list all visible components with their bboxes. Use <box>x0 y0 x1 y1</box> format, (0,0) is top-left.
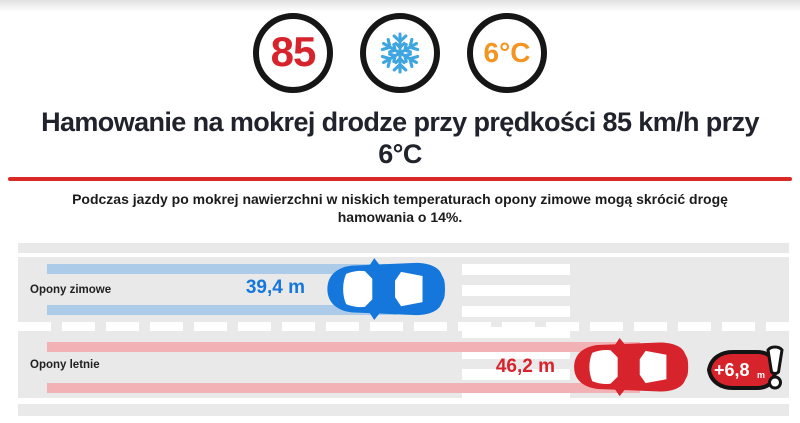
temperature-value: 6°C <box>483 37 531 68</box>
condition-badges: 85 6°C <box>0 13 800 93</box>
difference-value: +6,8 <box>714 360 750 380</box>
road-shoulder-top <box>18 243 789 253</box>
braking-distance-diagram: Opony zimowe Opony letnie 39,4 m 46,2 m <box>18 243 789 416</box>
exclamation-icon <box>766 345 784 390</box>
speed-limit-badge: 85 <box>253 13 333 93</box>
road-surface: Opony zimowe Opony letnie 39,4 m 46,2 m <box>18 257 789 398</box>
subtitle-line-1: Podczas jazdy po mokrej nawierzchni w ni… <box>72 191 728 207</box>
difference-unit: m <box>757 370 765 380</box>
red-divider-line <box>8 177 792 181</box>
summer-tires-label: Opony letnie <box>30 359 100 371</box>
winter-lane-stripe <box>47 305 397 315</box>
winter-braking-distance: 39,4 m <box>245 277 305 298</box>
summer-car-top-view-icon <box>574 337 689 397</box>
snowflake-icon <box>380 32 420 74</box>
page-title: Hamowanie na mokrej drodze przy prędkośc… <box>0 106 800 170</box>
lane-divider-dashes <box>18 322 789 331</box>
top-shadow-gradient <box>0 0 800 12</box>
winter-lane-stripe <box>47 264 397 274</box>
winter-car-top-view-icon <box>327 258 445 320</box>
temperature-badge: 6°C <box>467 13 547 93</box>
summer-lane-stripe <box>47 342 640 352</box>
summer-braking-distance: 46,2 m <box>495 356 555 377</box>
title-line-2: 6°C <box>378 139 422 169</box>
winter-tires-label: Opony zimowe <box>30 284 112 296</box>
snowflake-badge <box>360 13 440 93</box>
speed-value: 85 <box>270 28 317 75</box>
subtitle: Podczas jazdy po mokrej nawierzchni w ni… <box>0 190 800 226</box>
title-line-1: Hamowanie na mokrej drodze przy prędkośc… <box>41 107 759 137</box>
distance-difference-badge: +6,8 m <box>706 345 784 390</box>
subtitle-line-2: hamowania o 14%. <box>337 209 463 225</box>
road-shoulder-bottom <box>18 404 789 416</box>
summer-lane-stripe <box>47 383 640 393</box>
